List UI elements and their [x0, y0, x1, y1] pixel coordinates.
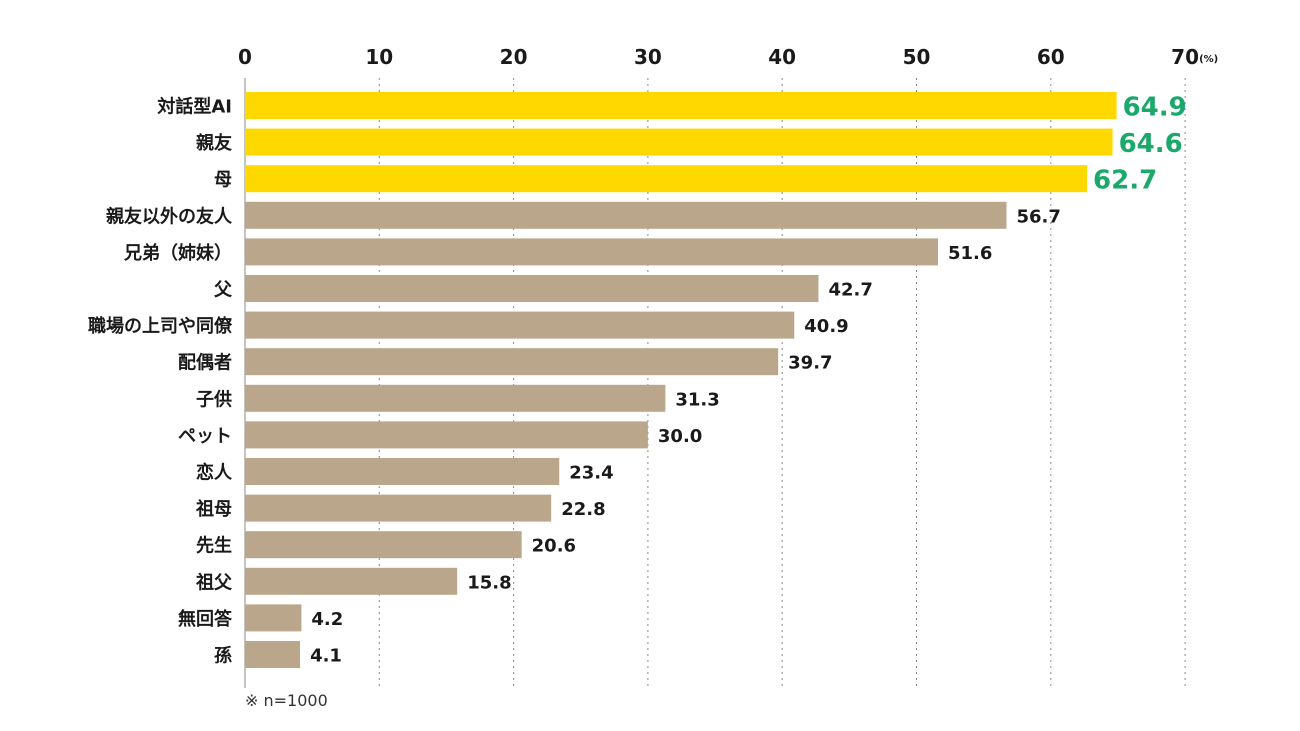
category-label: 祖父 — [195, 571, 233, 593]
data-label: 56.7 — [1016, 206, 1060, 227]
category-label: 先生 — [196, 535, 232, 557]
bar — [245, 604, 302, 632]
x-tick-label: 50 — [903, 45, 931, 69]
data-label: 51.6 — [948, 243, 992, 264]
data-label: 40.9 — [804, 316, 848, 337]
x-tick-label: 30 — [634, 45, 662, 69]
category-label: 対話型AI — [156, 96, 232, 118]
data-label: 64.9 — [1123, 93, 1187, 123]
data-label: 4.1 — [310, 646, 342, 667]
x-tick-label: 60 — [1037, 45, 1065, 69]
bar — [245, 458, 560, 485]
category-label: 子供 — [196, 388, 232, 410]
bar — [245, 494, 552, 522]
bar — [245, 275, 819, 302]
category-label: 配偶者 — [178, 352, 232, 374]
data-label: 4.2 — [311, 609, 343, 630]
category-label: 父 — [214, 280, 233, 301]
data-label: 23.4 — [569, 463, 613, 484]
bars — [245, 92, 1117, 668]
x-axis-unit-label: (%) — [1199, 54, 1218, 65]
bar — [245, 567, 458, 595]
x-tick-label: 10 — [365, 45, 393, 69]
category-label: 親友 — [196, 132, 232, 154]
bar — [245, 238, 938, 266]
bar — [245, 165, 1088, 193]
data-label: 30.0 — [658, 426, 702, 447]
bar — [245, 421, 648, 449]
x-tick-label: 70 — [1171, 45, 1199, 69]
data-label: 22.8 — [561, 499, 605, 520]
category-label: 母 — [214, 170, 232, 191]
bar — [245, 531, 522, 559]
data-label: 31.3 — [675, 389, 719, 410]
x-tick-label: 0 — [238, 45, 252, 69]
data-label: 42.7 — [828, 280, 872, 301]
sample-size-note: ※ n=1000 — [245, 691, 328, 710]
bar — [245, 201, 1007, 229]
x-tick-label: 20 — [500, 45, 528, 69]
x-tick-label: 40 — [768, 45, 796, 69]
category-label: 祖母 — [195, 498, 232, 520]
bar — [245, 641, 301, 668]
category-label: 無回答 — [178, 608, 233, 630]
bar — [245, 311, 795, 339]
category-label: ペット — [178, 426, 232, 447]
data-label: 20.6 — [532, 536, 576, 557]
category-label: 恋人 — [196, 462, 233, 484]
data-label: 39.7 — [788, 353, 832, 374]
category-label: 職場の上司や同僚 — [88, 315, 233, 337]
data-label: 15.8 — [467, 572, 511, 593]
category-label: 兄弟（姉妹） — [123, 242, 232, 264]
bar — [245, 348, 779, 376]
data-label: 64.6 — [1119, 129, 1183, 159]
bar — [245, 384, 666, 412]
bar — [245, 128, 1113, 156]
category-label: 親友以外の友人 — [106, 205, 233, 227]
bar — [245, 92, 1117, 119]
data-label: 62.7 — [1093, 166, 1157, 196]
category-label: 孫 — [214, 645, 232, 667]
